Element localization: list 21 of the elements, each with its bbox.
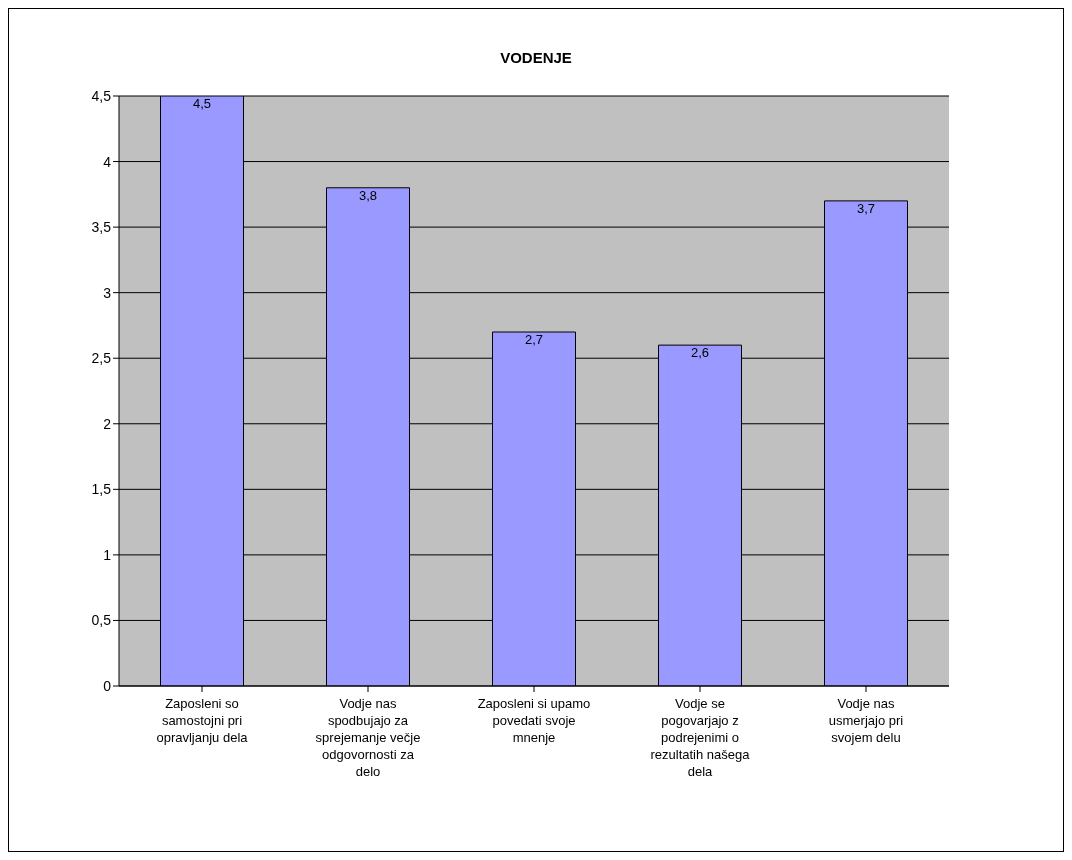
x-tick-label: Vodje se pogovarjajo z podrejenimi o rezultatih našega dela (650, 696, 751, 779)
x-tick-label: Vodje nas spodbujajo za sprejemanje večje odgovornosti za delo (315, 696, 421, 779)
y-tick-label: 3,5 (91, 219, 112, 236)
y-tick-label: 0,5 (91, 612, 112, 629)
y-tick-label: 1 (103, 546, 112, 563)
data-label: 3,8 (358, 187, 378, 203)
data-label: 2,7 (524, 332, 544, 347)
y-tick-label: 2 (103, 415, 112, 432)
data-label: 4,5 (192, 96, 212, 111)
y-tick-label: 1,5 (91, 481, 112, 498)
y-tick-label: 2,5 (91, 350, 112, 367)
y-tick-label: 4 (103, 153, 112, 170)
y-tick-label: 0 (103, 677, 112, 694)
data-label: 3,7 (856, 200, 876, 216)
y-tick-label: 3 (103, 284, 112, 301)
x-tick-label: Zaposleni so samostojni pri opravljanju dela (156, 696, 249, 745)
x-tick-label: Zaposleni si upamo povedati svoje mnenje (477, 696, 591, 745)
y-tick-label: 4,5 (91, 87, 112, 104)
chart-title: VODENJE (499, 49, 573, 66)
data-label: 2,6 (690, 345, 710, 361)
x-tick-label: Vodje nas usmerjajo pri svojem delu (828, 696, 904, 745)
